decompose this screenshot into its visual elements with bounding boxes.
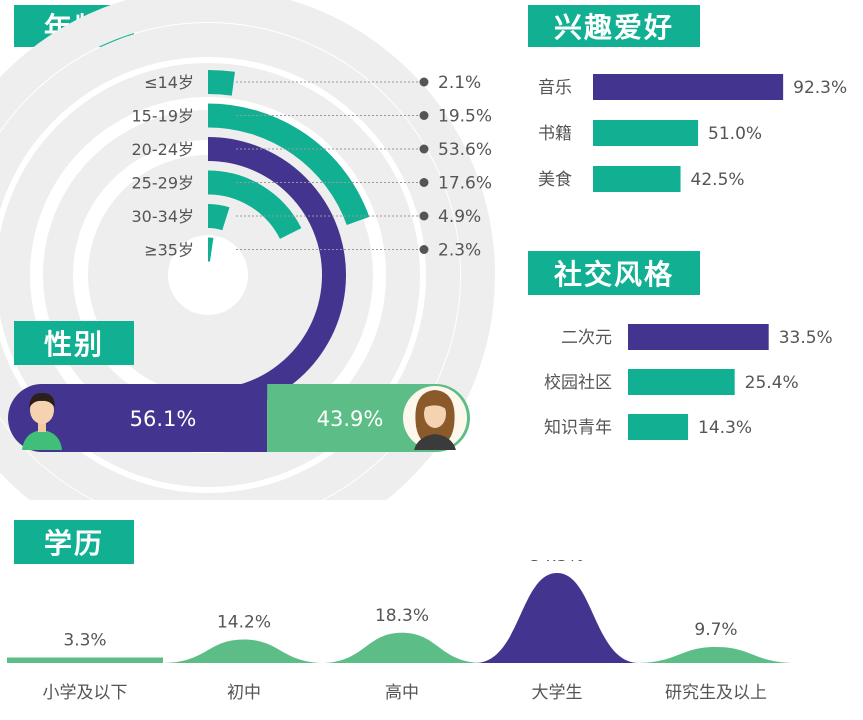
bar: [628, 324, 769, 350]
education-category-label: 初中: [227, 683, 261, 703]
social-bar-chart: 二次元 33.5% 校园社区 25.4% 知识青年 14.3%: [544, 324, 833, 440]
bar-category-label: 知识青年: [544, 418, 612, 438]
bar-value-label: 25.4%: [745, 373, 799, 393]
background-ring: [0, 63, 420, 487]
education-category-label: 高中: [385, 683, 419, 703]
bar-category-label: 书籍: [538, 124, 572, 144]
education-peak: [162, 639, 326, 663]
education-category-label: 小学及以下: [43, 683, 128, 703]
gender-male-value: 56.1%: [130, 407, 197, 431]
bar: [593, 120, 699, 146]
leader-dot: [419, 77, 429, 87]
education-category-label: 研究生及以上: [665, 683, 767, 703]
bar: [593, 74, 784, 100]
education-value-label: 9.7%: [694, 620, 737, 640]
bar-value-label: 33.5%: [779, 328, 833, 348]
education-peak: [7, 657, 163, 663]
bar-value-label: 14.3%: [698, 418, 752, 438]
education-peak: [320, 632, 484, 663]
age-category-label: 25-29岁: [132, 174, 195, 193]
background-ring: [0, 23, 460, 500]
education-value-label: 18.3%: [375, 606, 429, 626]
education-category-label: 大学生: [532, 683, 583, 703]
female-avatar-icon: [403, 386, 467, 450]
age-category-label: 20-24岁: [132, 140, 195, 159]
age-radial-chart: ≤14岁 2.1% 15-19岁 19.5% 20-24岁 53.6% 25-29岁 17.6…: [0, 0, 495, 500]
age-arc: [207, 103, 370, 226]
leader-dot: [419, 111, 429, 120]
age-category-label: 15-19岁: [132, 107, 195, 126]
bar: [628, 414, 689, 440]
age-value-label: 19.5%: [438, 107, 492, 127]
age-category-label: 30-34岁: [132, 207, 195, 226]
education-value-label: 54.5%: [530, 560, 584, 566]
bar-category-label: 校园社区: [544, 373, 612, 393]
age-category-label: ≥35岁: [144, 241, 194, 260]
gender-female-value: 43.9%: [317, 407, 384, 431]
education-area-chart: 3.3% 小学及以下 14.2% 初中 18.3% 高中 54.5% 大学生 9.7% 研究生及以…: [7, 560, 798, 703]
age-arc: [207, 170, 302, 240]
leader-dot: [419, 178, 429, 187]
age-value-label: 4.9%: [438, 207, 481, 227]
leader-dot: [419, 245, 429, 254]
bar-value-label: 42.5%: [691, 170, 745, 190]
education-value-label: 14.2%: [217, 613, 271, 633]
leader-dot: [419, 144, 429, 154]
interests-title: 兴趣爱好: [528, 5, 700, 47]
bar-category-label: 二次元: [561, 328, 612, 348]
leader-dot: [419, 211, 429, 221]
age-value-label: 17.6%: [438, 174, 492, 194]
gender-title: 性别: [14, 321, 134, 365]
age-value-label: 2.3%: [438, 241, 481, 261]
interests-bar-chart: 音乐 92.3% 书籍 51.0% 美食 42.5%: [538, 74, 847, 192]
age-arc: [207, 70, 235, 96]
education-value-label: 3.3%: [63, 631, 106, 651]
bar: [593, 166, 681, 192]
age-arc: [207, 203, 230, 231]
bar: [628, 369, 735, 395]
male-avatar-icon: [22, 392, 62, 450]
gender-bar-chart: 56.1% 43.9%: [8, 384, 470, 452]
bar-category-label: 美食: [538, 170, 572, 190]
education-peak: [475, 573, 639, 663]
education-title: 学历: [14, 520, 134, 564]
bar-value-label: 51.0%: [708, 124, 762, 144]
social-title: 社交风格: [528, 251, 700, 295]
bar-category-label: 音乐: [538, 78, 572, 98]
bar-value-label: 92.3%: [793, 78, 847, 98]
age-value-label: 2.1%: [438, 73, 481, 93]
background-ring: [88, 155, 328, 395]
gender-male-bar: [8, 384, 268, 452]
education-peak: [634, 646, 798, 663]
age-value-label: 53.6%: [438, 140, 492, 160]
age-category-label: ≤14岁: [144, 73, 194, 92]
background-ring: [0, 0, 495, 500]
